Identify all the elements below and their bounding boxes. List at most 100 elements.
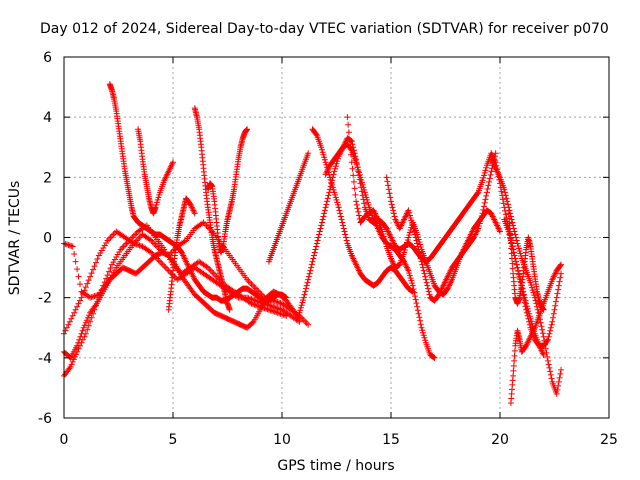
data-point [411,228,418,235]
y-tick-label: 0 [43,231,52,247]
data-point [521,299,528,306]
data-point [426,291,433,298]
data-point [265,306,272,313]
data-point [385,186,392,193]
data-point [103,240,110,247]
data-point [395,262,402,269]
data-point [313,243,320,250]
data-point [355,168,362,175]
x-axis-label: GPS time / hours [277,458,394,474]
data-point [407,275,414,282]
data-point [417,321,424,328]
data-point [361,189,368,196]
data-point [111,256,118,263]
data-point [316,228,323,235]
data-point [523,300,530,307]
data-point [153,201,160,208]
data-point [509,219,516,226]
data-point [412,296,419,303]
data-point [338,216,345,223]
x-tick-label: 10 [273,432,291,448]
y-tick-label: -6 [38,411,52,427]
data-point [382,241,389,248]
data-point [303,282,310,289]
data-point [515,243,522,250]
data-point [330,171,337,178]
data-point [318,219,325,226]
data-point [74,266,81,273]
data-point [331,189,338,196]
data-point [383,174,390,181]
data-point [409,222,416,229]
data-point [270,308,277,315]
data-point [508,250,515,257]
data-point [358,176,365,183]
data-point [84,314,91,321]
data-point [122,242,129,249]
data-point [350,178,357,185]
data-point [181,238,188,245]
data-point [152,242,159,249]
data-point [156,258,163,265]
data-point [305,273,312,280]
data-point [408,277,415,284]
series-arc-f [135,126,176,217]
data-point [132,231,139,238]
data-point [422,337,429,344]
data-point [421,334,428,341]
chart-title: Day 012 of 2024, Sidereal Day-to-day VTE… [40,21,609,37]
data-point [557,274,564,281]
data-point [154,199,161,206]
data-point [323,201,330,208]
data-point [422,276,429,283]
data-point [94,292,101,299]
data-point [558,270,565,277]
data-point [504,198,511,205]
data-point [539,330,546,337]
data-point [315,234,322,241]
data-point [74,342,81,349]
data-point [478,212,485,219]
data-point [91,293,98,300]
data-point [342,231,349,238]
data-point [509,260,516,267]
data-point [313,131,320,138]
data-point [505,210,512,217]
data-point [403,239,410,246]
data-point [380,233,387,240]
data-point [84,326,91,333]
data-point [414,240,421,247]
data-point [388,201,395,208]
data-point [357,180,364,187]
data-point [479,210,486,217]
data-point [210,270,217,277]
data-point [168,270,175,277]
data-point [254,302,261,309]
data-point [90,266,97,273]
data-point [201,220,208,227]
data-point [310,252,317,259]
data-point [506,220,513,227]
data-point [349,141,356,148]
data-point [110,259,117,266]
data-point [547,327,554,334]
data-point [252,302,259,309]
data-point [406,229,413,236]
data-point [332,194,339,201]
data-point [548,375,555,382]
data-point [327,176,334,183]
data-point [77,333,84,340]
data-point [199,220,206,227]
data-point [78,330,85,337]
data-point [523,306,530,313]
data-point [547,371,554,378]
data-point [409,288,416,295]
data-point [537,319,544,326]
data-point [543,349,550,356]
data-point [544,353,551,360]
data-point [107,265,114,272]
data-point [249,282,256,289]
data-point [162,264,169,271]
data-point [506,215,513,222]
data-point [470,235,477,242]
